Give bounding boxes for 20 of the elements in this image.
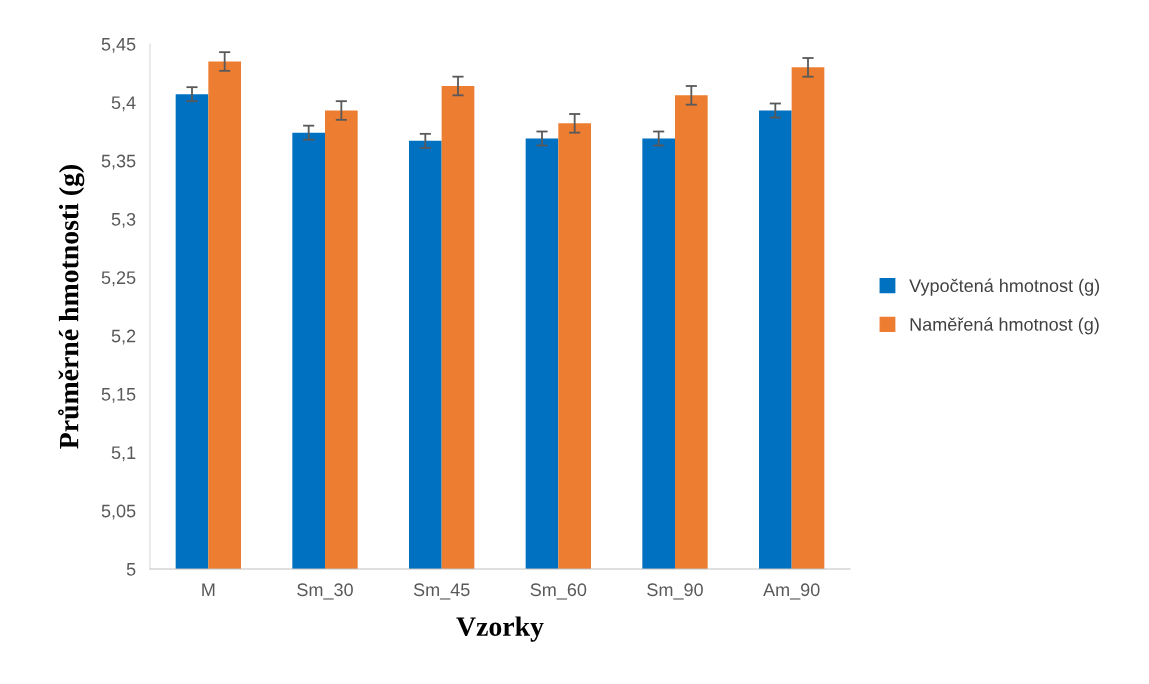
x-tick-label: Am_90 xyxy=(763,583,820,600)
y-tick-label: 5,1 xyxy=(111,446,136,462)
x-tick-label: Sm_90 xyxy=(647,583,703,600)
y-tick-label: 5 xyxy=(126,563,136,576)
legend-label: Vypočtená hmotnost (g) xyxy=(909,278,1100,296)
y-axis-title: Průměrné hmotnosti (g) xyxy=(58,165,85,449)
x-tick-label: Sm_60 xyxy=(530,583,587,600)
legend-label: Naměřená hmotnost (g) xyxy=(910,317,1099,335)
y-tick-label: 5,45 xyxy=(101,38,136,53)
x-axis-title: Vzorky xyxy=(456,616,544,642)
y-tick-label: 5,25 xyxy=(101,271,136,287)
x-tick-label: M xyxy=(202,583,215,596)
y-tick-label: 5,3 xyxy=(111,212,136,228)
x-tick-label: Sm_45 xyxy=(413,583,470,600)
y-tick-label: 5,4 xyxy=(111,96,136,112)
y-tick-label: 5,2 xyxy=(111,329,136,345)
x-tick-label: Sm_30 xyxy=(297,583,353,600)
y-tick-label: 5,35 xyxy=(101,154,136,170)
y-tick-label: 5,05 xyxy=(101,504,136,520)
y-tick-label: 5,15 xyxy=(101,388,136,403)
